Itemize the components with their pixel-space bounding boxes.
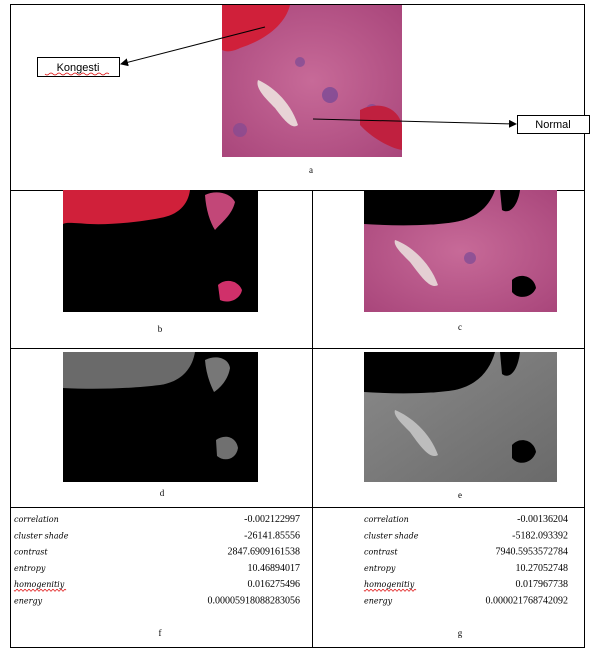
feature-value: -26141.85556: [244, 530, 300, 541]
feature-name: energy: [14, 597, 43, 606]
image-e: [364, 352, 557, 482]
image-b: [63, 190, 258, 312]
caption: f: [159, 628, 162, 638]
image-a: [222, 5, 402, 157]
feature-value: 0.016275496: [248, 579, 301, 590]
label-normal: Normal: [535, 119, 570, 131]
caption: d: [160, 488, 165, 498]
feature-name: cluster shade: [364, 531, 419, 540]
feature-value: 0.017967738: [516, 579, 569, 590]
caption: a: [309, 165, 313, 175]
feature-value: -0.00136204: [517, 514, 568, 525]
caption: g: [458, 628, 463, 638]
image-c: [364, 190, 557, 312]
feature-value: 2847.6909161538: [228, 547, 301, 558]
feature-value: 10.46894017: [248, 563, 301, 574]
feature-name: entropy: [14, 564, 46, 573]
image-d: [63, 352, 258, 482]
spell-underline: [364, 589, 416, 591]
feature-name: contrast: [14, 548, 48, 557]
feature-name: entropy: [364, 564, 396, 573]
feature-value: 0.00005918088283056: [208, 596, 301, 607]
feature-name: cluster shade: [14, 531, 69, 540]
feature-name: energy: [364, 597, 393, 606]
feature-name: correlation: [364, 515, 409, 524]
feature-value: -5182.093392: [512, 530, 568, 541]
feature-name: homogenitiy: [14, 580, 65, 589]
feature-name: correlation: [14, 515, 59, 524]
caption: e: [458, 490, 462, 500]
spell-underline: [14, 589, 66, 591]
feature-value: 10.27052748: [516, 563, 569, 574]
label-kongesti: Kongesti: [57, 62, 100, 74]
feature-value: -0.002122997: [244, 514, 300, 525]
feature-value: 7940.5953572784: [496, 547, 569, 558]
feature-name: contrast: [364, 548, 398, 557]
caption: c: [458, 322, 462, 332]
feature-name: homogenitiy: [364, 580, 415, 589]
figure: Kongesti Normal a b c d e f g correl: [0, 0, 595, 648]
caption: b: [158, 324, 163, 334]
feature-value: 0.000021768742092: [486, 596, 569, 607]
